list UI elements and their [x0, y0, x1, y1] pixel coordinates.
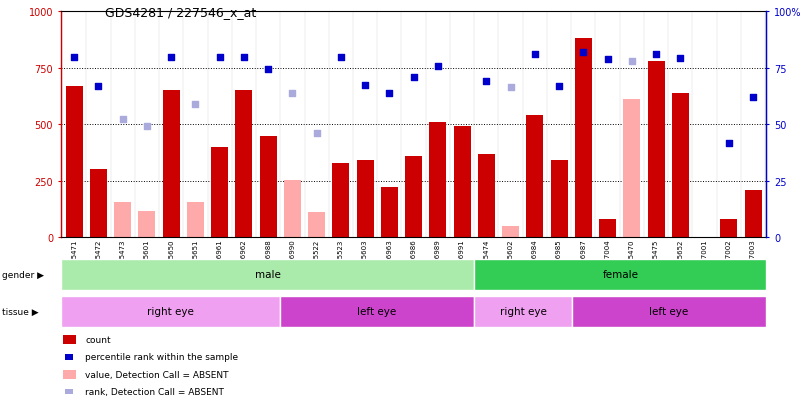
Point	[601, 56, 614, 63]
Point	[431, 63, 444, 70]
Bar	[720, 219, 737, 237]
Point	[213, 54, 226, 61]
Text: gender ▶: gender ▶	[2, 270, 44, 279]
Point	[650, 52, 663, 59]
Point	[383, 90, 396, 97]
Bar	[90, 170, 107, 237]
Bar	[478, 154, 495, 237]
Point	[116, 116, 129, 123]
Text: GDS4281 / 227546_x_at: GDS4281 / 227546_x_at	[105, 6, 256, 19]
Point	[552, 83, 565, 90]
Bar	[139, 211, 156, 237]
Point	[528, 52, 541, 59]
Point	[504, 85, 517, 91]
Bar	[474, 259, 766, 290]
Point	[674, 55, 687, 62]
Point	[286, 90, 299, 97]
Point	[407, 74, 420, 81]
Bar	[429, 123, 446, 237]
Bar	[280, 296, 474, 327]
Bar	[551, 161, 568, 237]
Bar	[624, 100, 641, 237]
Bar	[333, 163, 350, 237]
Point	[67, 54, 80, 61]
Bar	[648, 62, 664, 237]
Text: percentile rank within the sample: percentile rank within the sample	[85, 352, 238, 361]
Bar	[381, 188, 398, 237]
Text: rank, Detection Call = ABSENT: rank, Detection Call = ABSENT	[85, 387, 224, 396]
Bar	[260, 136, 277, 237]
Bar	[474, 296, 572, 327]
Point	[165, 54, 178, 61]
Bar	[744, 190, 762, 237]
Bar	[357, 161, 374, 237]
Point	[480, 79, 493, 85]
Text: right eye: right eye	[147, 306, 194, 317]
Bar	[526, 116, 543, 237]
Bar	[572, 296, 766, 327]
Bar	[453, 127, 470, 237]
Point	[310, 131, 323, 137]
Bar	[66, 87, 83, 237]
Bar	[61, 296, 280, 327]
Text: value, Detection Call = ABSENT: value, Detection Call = ABSENT	[85, 370, 229, 379]
Bar	[502, 226, 519, 237]
Point	[747, 95, 760, 101]
Point	[92, 83, 105, 90]
Bar	[235, 91, 252, 237]
Text: left eye: left eye	[358, 306, 397, 317]
Text: male: male	[255, 269, 281, 280]
Bar	[163, 91, 179, 237]
Point	[723, 141, 736, 147]
Bar	[114, 203, 131, 237]
Bar	[575, 39, 592, 237]
Point	[140, 124, 153, 131]
Bar	[672, 93, 689, 237]
Point	[262, 66, 275, 73]
Bar	[406, 157, 422, 237]
Point	[625, 59, 638, 65]
Bar	[599, 219, 616, 237]
Point	[358, 82, 371, 89]
Bar	[284, 180, 301, 237]
Bar	[211, 147, 228, 237]
Text: tissue ▶: tissue ▶	[2, 307, 38, 316]
Bar	[187, 203, 204, 237]
Text: female: female	[603, 269, 638, 280]
Point	[334, 54, 347, 61]
Point	[577, 50, 590, 56]
Bar	[61, 259, 474, 290]
Point	[189, 101, 202, 108]
Text: left eye: left eye	[650, 306, 689, 317]
Bar	[308, 213, 325, 237]
Text: count: count	[85, 335, 111, 344]
Point	[238, 54, 251, 61]
Text: right eye: right eye	[500, 306, 547, 317]
